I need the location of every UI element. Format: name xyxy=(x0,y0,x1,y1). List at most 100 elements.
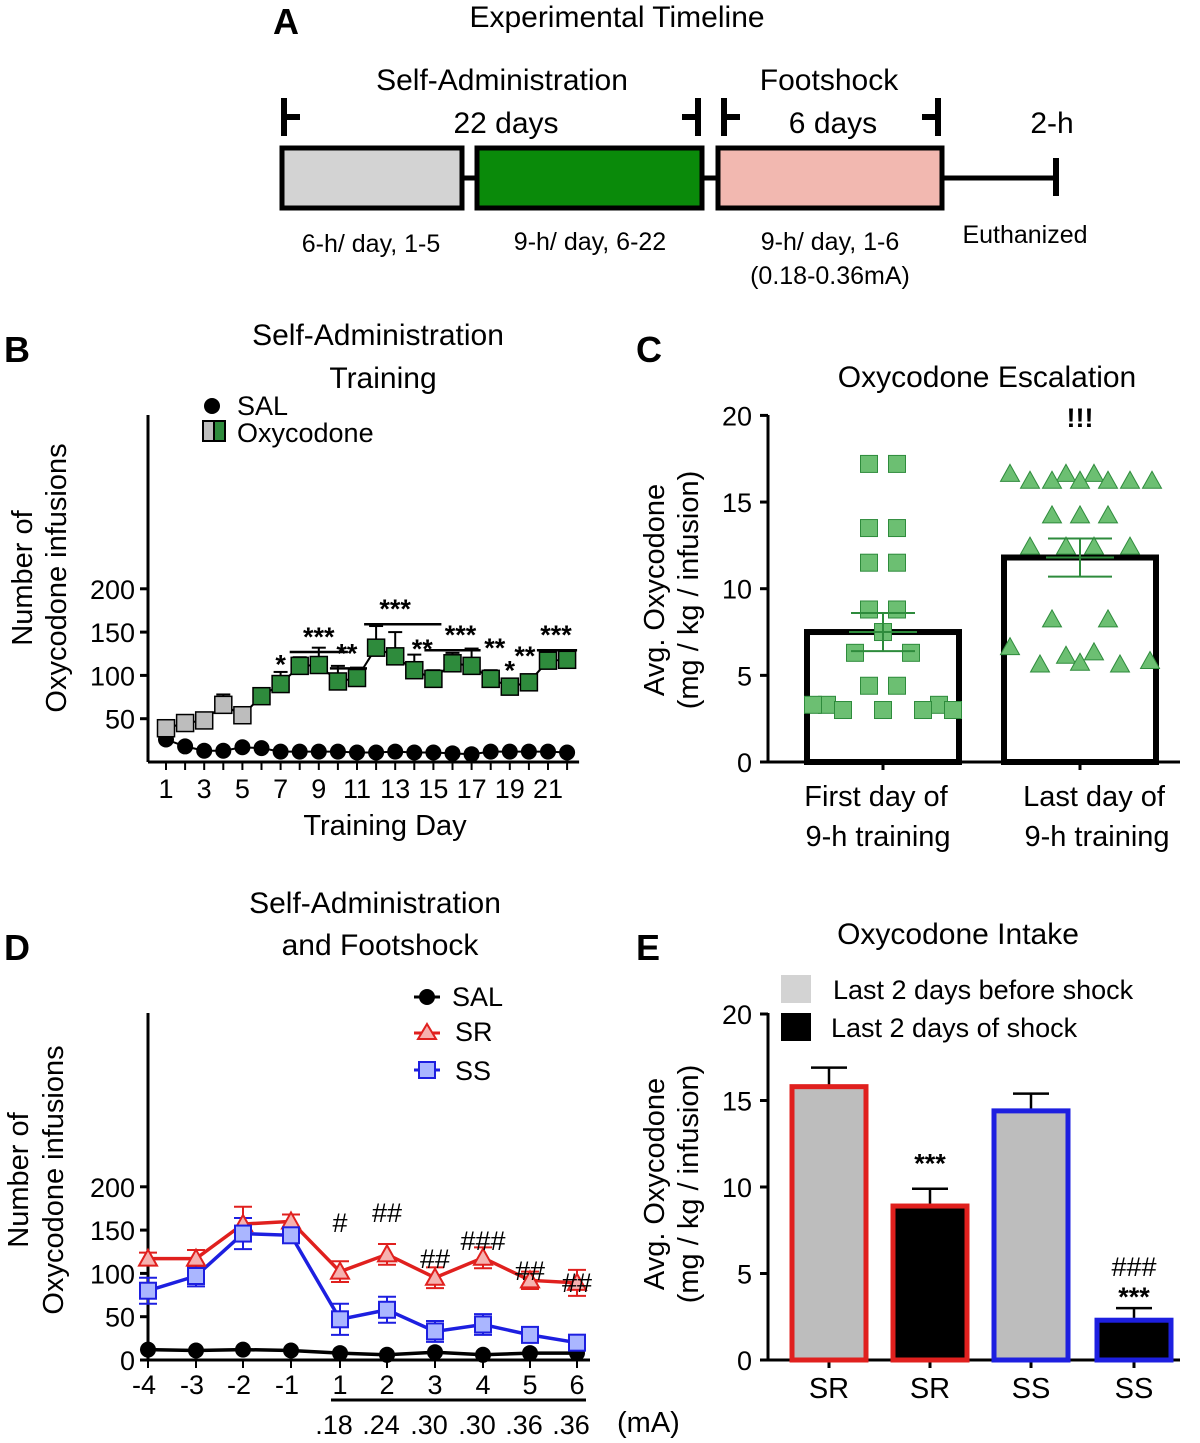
panel-d-axes: 0 50 100 150 200 -4 -3 -2 -1 1 2 3 4 5 6 .18 .24 .30 .30 .3… xyxy=(90,1013,590,1440)
legend-sal-label: SAL xyxy=(452,982,503,1012)
oxycodone-point xyxy=(271,674,290,694)
significance-marker: *** xyxy=(1118,1282,1150,1312)
y-tick-label: 5 xyxy=(737,661,752,691)
last-day-point xyxy=(1069,470,1091,489)
panel-a: A Experimental Timeline Self-Administrat… xyxy=(273,1,1088,290)
ss-point xyxy=(568,1333,586,1352)
shock-intensity-label: .30 xyxy=(458,1410,496,1440)
last-day-point xyxy=(1141,470,1163,489)
sal-point xyxy=(444,745,461,762)
panel-e-letter: E xyxy=(636,927,660,968)
sal-point xyxy=(387,743,404,760)
ss-point xyxy=(139,1281,157,1300)
x-tick-label: 13 xyxy=(380,774,410,804)
shock-intensity-label: .36 xyxy=(552,1410,590,1440)
sal-point xyxy=(368,744,385,761)
oxycodone-point xyxy=(557,650,577,670)
y-tick-label: 5 xyxy=(737,1260,752,1290)
oxycodone-point xyxy=(328,672,348,691)
bar xyxy=(1094,1317,1174,1363)
first-day-point xyxy=(860,454,878,473)
panel-c-significance: !!! xyxy=(1067,403,1094,433)
sal-point xyxy=(332,1345,348,1362)
seg2-text: 9-h/ day, 6-22 xyxy=(514,228,666,256)
last-day-point xyxy=(1055,536,1077,555)
sal-point xyxy=(520,743,537,760)
shock-intensity-label: .36 xyxy=(505,1410,543,1440)
bracket-phase2-start xyxy=(721,98,740,136)
y-tick-label: 150 xyxy=(90,618,135,648)
ss-point xyxy=(426,1322,444,1341)
x-tick-label: -4 xyxy=(132,1370,156,1400)
last-day-point xyxy=(1097,504,1119,524)
legend-ss-marker xyxy=(418,1061,436,1079)
x-tick-label: 15 xyxy=(418,774,448,804)
significance-marker: *** xyxy=(445,620,477,650)
sr-point xyxy=(137,1247,159,1267)
last-day-point xyxy=(1119,470,1141,489)
significance-marker: ## xyxy=(562,1268,592,1298)
x-tick-label: -3 xyxy=(180,1370,204,1400)
sal-line xyxy=(147,1347,577,1357)
y-tick-label: 10 xyxy=(722,575,752,605)
shock-intensity-label: .24 xyxy=(362,1410,400,1440)
first-day-point xyxy=(860,519,878,538)
oxycodone-point xyxy=(424,669,443,689)
sal-point xyxy=(215,742,232,759)
ss-point xyxy=(521,1325,539,1344)
last-day-point xyxy=(1109,653,1131,673)
phase2-label: Footshock xyxy=(760,64,899,97)
panel-e-plot: ***###*** xyxy=(789,1066,1174,1363)
first-day-point xyxy=(860,676,878,695)
y-tick-label: 20 xyxy=(722,401,752,431)
panel-b-ylabel-line1: Number of xyxy=(7,509,39,645)
last-day-point xyxy=(1041,470,1063,489)
significance-marker: ## xyxy=(515,1256,545,1286)
last-day-point xyxy=(1069,652,1091,671)
timeline-segment-9h xyxy=(474,145,705,211)
sal-point xyxy=(177,738,194,755)
first-day-point xyxy=(888,676,906,695)
panel-c-plot xyxy=(804,454,1163,766)
sal-point xyxy=(140,1341,156,1358)
significance-marker: ** xyxy=(514,641,536,671)
bracket-phase1-end xyxy=(682,98,701,136)
sal-point xyxy=(253,740,270,757)
legend-oxy-marker-right xyxy=(213,420,226,442)
y-tick-label: 0 xyxy=(737,748,752,778)
panel-d-ylabel-line2: Oxycodone infusions xyxy=(38,1045,70,1314)
oxycodone-point xyxy=(252,686,271,706)
bar xyxy=(991,1108,1071,1363)
panel-d: D Self-Administration and Footshock Numb… xyxy=(3,887,680,1440)
first-day-point xyxy=(874,701,892,720)
significance-marker: *** xyxy=(540,620,572,650)
last-day-point xyxy=(999,463,1021,482)
y-tick-label: 200 xyxy=(90,575,135,605)
sal-point xyxy=(379,1346,395,1363)
bar xyxy=(789,1084,869,1363)
y-tick-label: 50 xyxy=(105,1303,135,1333)
phase2-days: 6 days xyxy=(789,107,877,140)
seg1-text: 6-h/ day, 1-5 xyxy=(302,230,441,258)
panel-d-title-line2: and Footshock xyxy=(282,929,480,962)
y-tick-label: 50 xyxy=(105,705,135,735)
legend-sr-label: SR xyxy=(455,1017,493,1047)
last-day-point xyxy=(1119,536,1141,555)
first-day-point xyxy=(804,695,822,714)
shock-intensity-label: .18 xyxy=(315,1410,353,1440)
panel-b-letter: B xyxy=(4,329,30,370)
oxycodone-point xyxy=(500,677,520,696)
sr-point xyxy=(472,1246,494,1266)
panel-a-title: Experimental Timeline xyxy=(469,1,764,34)
first-day-point xyxy=(860,600,878,619)
last-day-point xyxy=(1019,470,1041,489)
sr-point xyxy=(329,1260,351,1280)
significance-marker: * xyxy=(505,656,516,686)
panel-a-letter: A xyxy=(273,1,299,42)
timeline-segment-footshock xyxy=(715,145,945,211)
last-day-point xyxy=(1055,463,1077,482)
x-tick-label: 5 xyxy=(522,1370,537,1400)
panel-d-annotations: # ######### ## xyxy=(332,1198,592,1298)
panel-e-ylabel-line1: Avg. Oxycodone xyxy=(639,1078,671,1290)
x-tick-label: -2 xyxy=(227,1370,251,1400)
